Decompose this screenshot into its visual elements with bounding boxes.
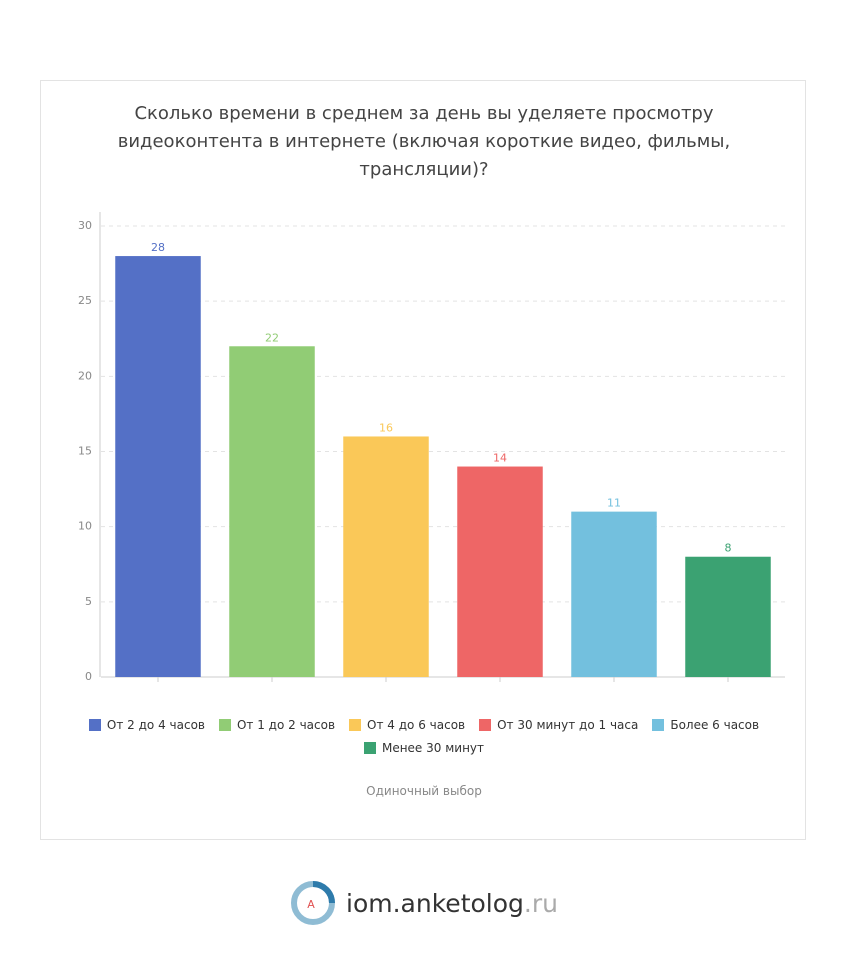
brand-name: iom.anketolog (346, 888, 524, 918)
brand-icon: A (291, 881, 336, 925)
legend-label: От 4 до 6 часов (367, 718, 466, 732)
value-label: 28 (151, 241, 165, 254)
legend-item[interactable]: От 4 до 6 часов (349, 717, 465, 733)
value-label: 16 (379, 421, 393, 434)
value-label: 11 (607, 497, 621, 510)
brand-domain: .ru (523, 888, 558, 918)
legend-swatch (88, 719, 101, 731)
legend: От 2 до 4 часов От 1 до 2 часов От 4 до 6 … (60, 717, 788, 756)
legend-item[interactable]: Менее 30 минут (363, 740, 485, 756)
y-tick-label: 30 (78, 219, 92, 232)
legend-swatch (652, 719, 665, 731)
legend-item[interactable]: От 2 до 4 часов (88, 717, 205, 733)
chart: 0 5 10 15 20 25 30 28 22 16 14 11 8 (78, 212, 785, 683)
card (40, 80, 806, 840)
legend-swatch (218, 719, 231, 731)
legend-swatch (349, 719, 362, 731)
legend-label: От 2 до 4 часов (106, 718, 205, 732)
y-tick-label: 25 (78, 294, 92, 307)
bar (457, 466, 543, 677)
value-label: 22 (265, 331, 279, 344)
brand: A iom.anketolog.ru (0, 880, 848, 926)
legend-label: От 1 до 2 часов (236, 718, 336, 732)
bar (343, 436, 429, 677)
bar (115, 256, 201, 677)
legend-label: Менее 30 минут (381, 741, 485, 755)
legend-item[interactable]: Более 6 часов (652, 717, 759, 733)
bar (685, 556, 771, 677)
legend-label: Более 6 часов (670, 718, 760, 732)
legend-swatch (479, 719, 492, 731)
bar (571, 511, 657, 677)
y-tick-label: 0 (85, 670, 92, 683)
y-tick-label: 10 (78, 520, 92, 533)
chart-title: Сколько времени в среднем за день вы уде… (117, 103, 731, 180)
legend-swatch (363, 742, 376, 754)
legend-label: От 30 минут до 1 часа (497, 718, 639, 732)
y-tick-label: 15 (78, 445, 92, 458)
legend-item[interactable]: От 30 минут до 1 часа (479, 717, 638, 733)
y-tick-label: 5 (85, 595, 92, 608)
note: Одиночный выбор (366, 784, 482, 798)
value-label: 8 (725, 542, 732, 555)
legend-item[interactable]: От 1 до 2 часов (218, 717, 336, 733)
y-tick-label: 20 (78, 369, 92, 382)
brand-icon-letter: A (307, 898, 315, 911)
bar (229, 346, 315, 677)
value-label: 14 (493, 452, 507, 465)
